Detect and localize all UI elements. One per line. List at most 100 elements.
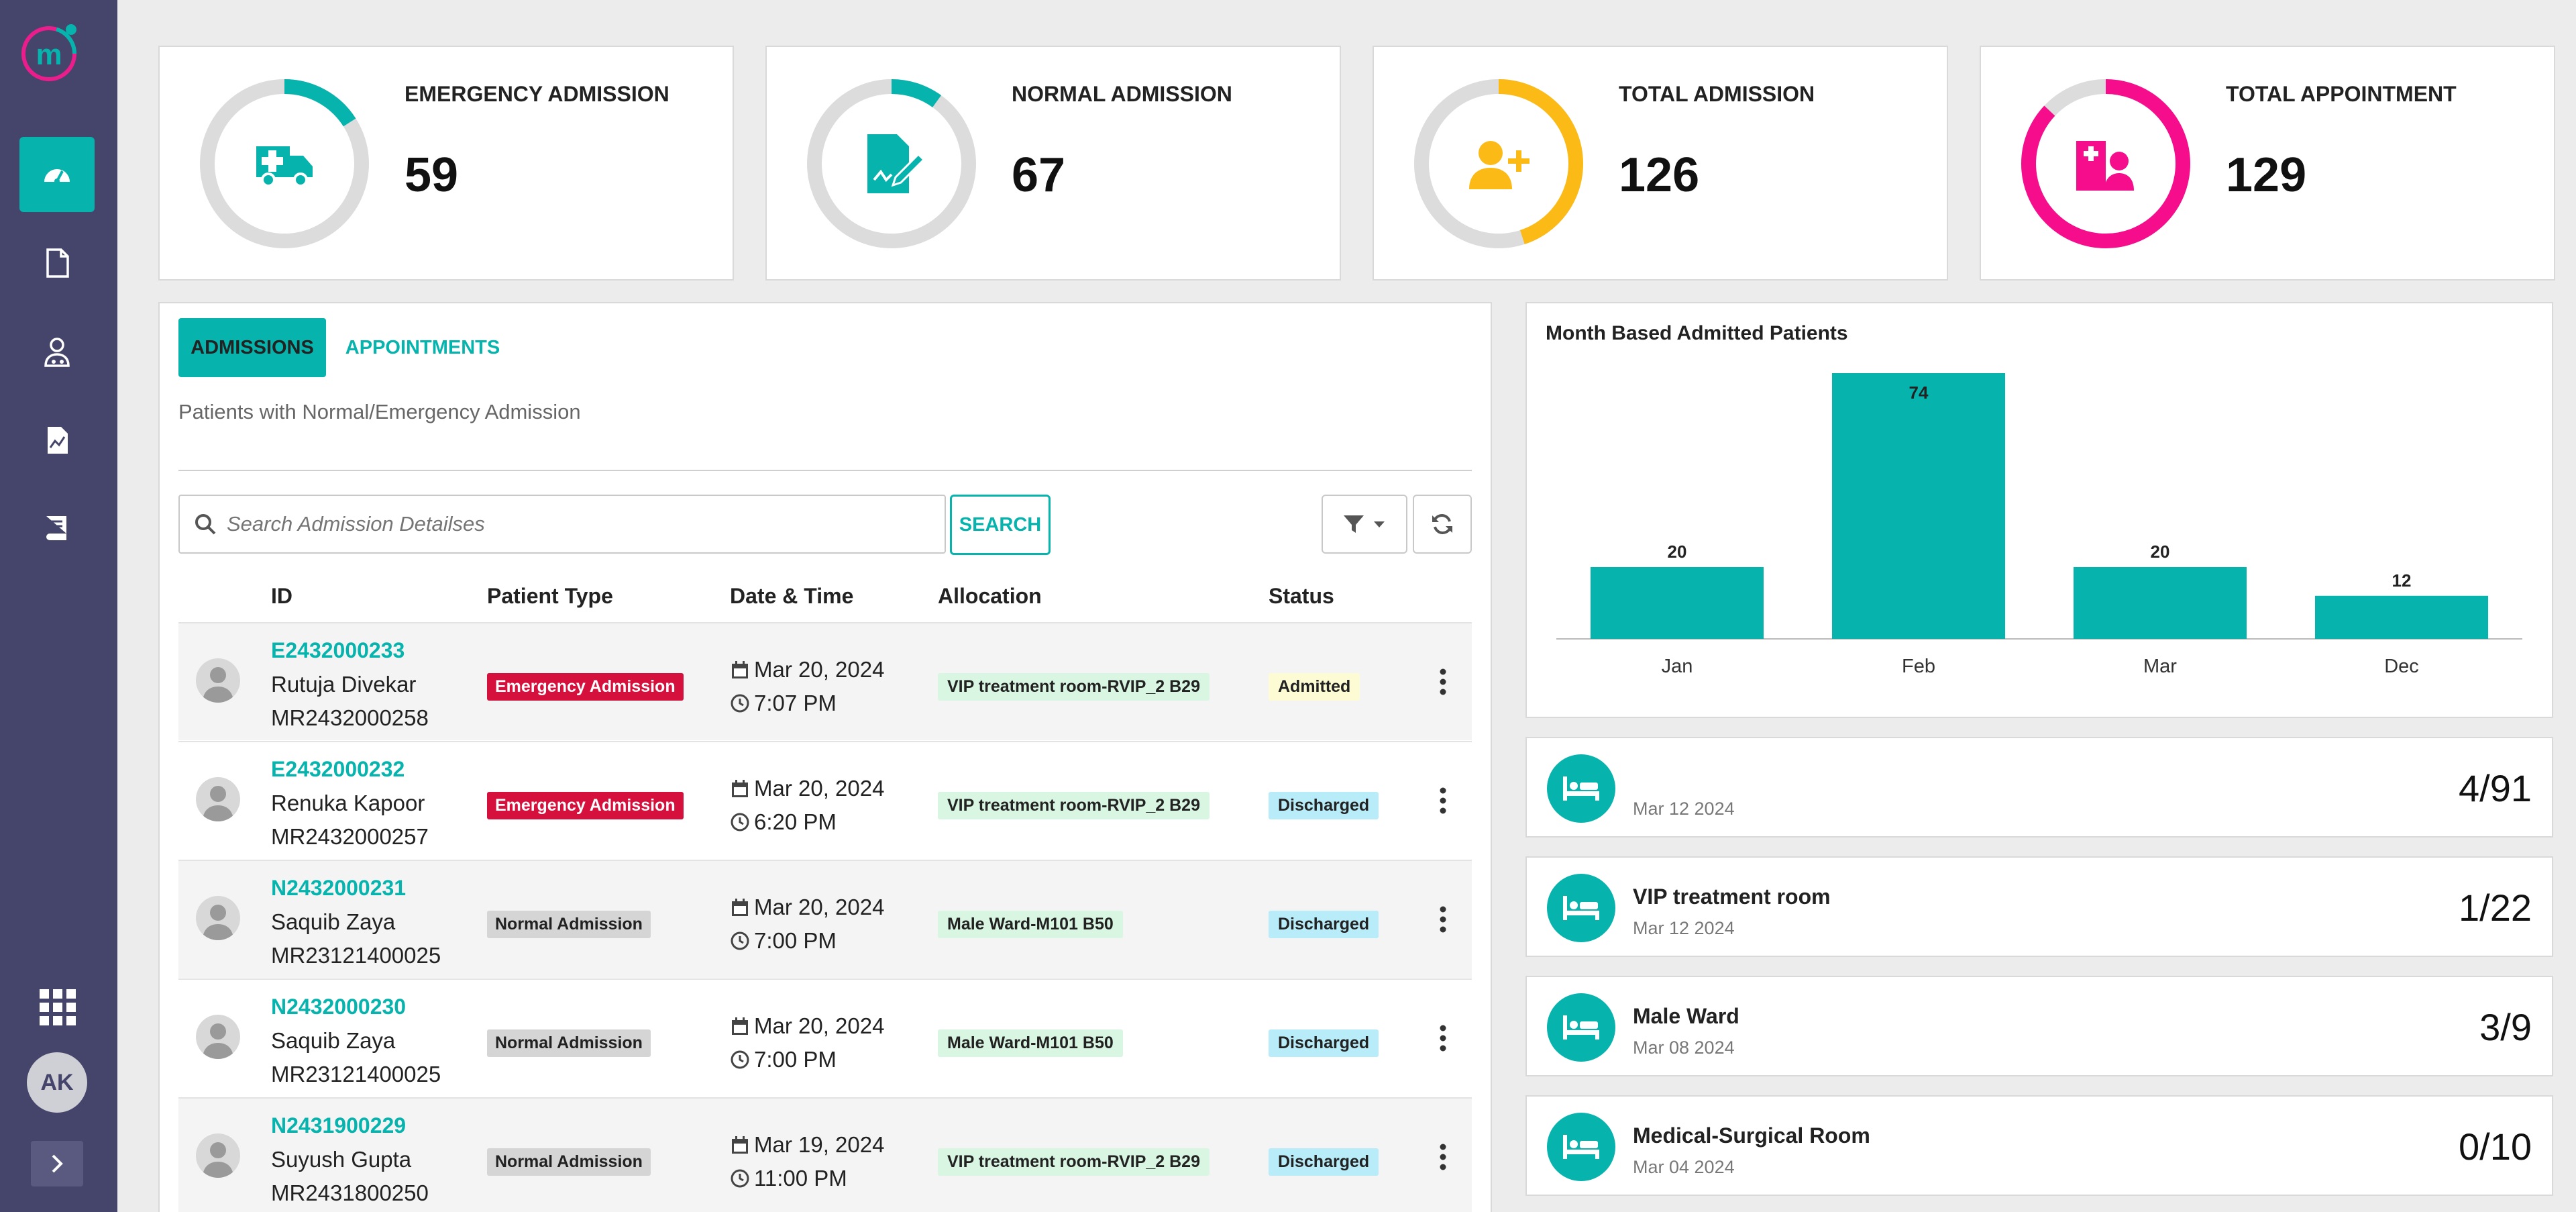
stat-label: TOTAL APPOINTMENT — [2226, 82, 2457, 106]
allocation-badge: VIP treatment room-RVIP_2 B29 — [938, 792, 1210, 819]
admission-id-link[interactable]: N2431900229 — [271, 1113, 407, 1138]
x-tick-label: Dec — [2384, 656, 2419, 677]
time-text: 7:07 PM — [754, 691, 837, 715]
search-box — [178, 495, 946, 554]
patient-avatar — [196, 1133, 240, 1178]
bar-feb[interactable] — [1832, 373, 2005, 639]
filter-button[interactable] — [1322, 495, 1407, 554]
mr-number: MR2431800250 — [271, 1180, 429, 1205]
date-time: Mar 20, 2024 6:20 PM — [730, 772, 884, 839]
ward-occupancy: 4/91 — [2459, 767, 2532, 809]
expand-sidebar-button[interactable] — [31, 1141, 83, 1186]
refresh-button[interactable] — [1413, 495, 1472, 554]
stat-value: 59 — [405, 148, 459, 202]
panel-subtitle: Patients with Normal/Emergency Admission — [178, 400, 581, 423]
more-options-icon[interactable] — [1433, 1021, 1453, 1055]
admission-id-link[interactable]: N2432000231 — [271, 876, 407, 900]
chart-panel — [1525, 302, 2553, 718]
date-text: Mar 20, 2024 — [754, 776, 885, 801]
clock-icon — [731, 813, 749, 831]
progress-ring — [2021, 79, 2190, 248]
date-text: Mar 20, 2024 — [754, 1013, 885, 1038]
nav-reports[interactable] — [19, 403, 95, 478]
nav-doctors[interactable] — [19, 314, 95, 389]
x-tick-label: Jan — [1662, 656, 1693, 677]
stat-value: 126 — [1619, 148, 1700, 202]
status-badge: Admitted — [1269, 673, 1360, 701]
user-avatar[interactable]: AK — [27, 1052, 87, 1113]
patient-type-badge: Normal Admission — [487, 1029, 651, 1057]
ward-date: Mar 12 2024 — [1633, 918, 1735, 938]
chart-title: Month Based Admitted Patients — [1546, 322, 1848, 344]
calendar-icon — [732, 899, 748, 916]
stat-label: TOTAL ADMISSION — [1619, 82, 1815, 106]
calendar-icon — [732, 780, 748, 797]
admission-id-link[interactable]: E2432000233 — [271, 638, 405, 662]
more-options-icon[interactable] — [1433, 665, 1453, 699]
bed-icon-circle — [1547, 993, 1615, 1062]
bed-icon — [1563, 1135, 1599, 1159]
patient-avatar — [196, 777, 240, 821]
table-row[interactable]: N2431900229 Suyush Gupta MR2431800250 No… — [178, 1097, 1472, 1212]
ward-occupancy: 1/22 — [2459, 887, 2532, 929]
admission-id-link[interactable]: N2432000230 — [271, 995, 407, 1019]
apps-grid-icon[interactable] — [38, 988, 77, 1027]
nav-book[interactable] — [19, 491, 95, 566]
date-time: Mar 19, 2024 11:00 PM — [730, 1128, 884, 1195]
data-label: 74 — [1909, 383, 1929, 403]
sidebar: m AK — [0, 0, 117, 1212]
bed-icon-circle — [1547, 1113, 1615, 1181]
patient-name: Renuka Kapoor — [271, 791, 425, 815]
more-options-icon[interactable] — [1433, 1140, 1453, 1174]
refresh-icon — [1432, 514, 1452, 534]
progress-ring — [200, 79, 369, 248]
filter-icon — [1344, 515, 1364, 533]
ward-date: Mar 12 2024 — [1633, 799, 1735, 819]
ward-card[interactable]: Male Ward Mar 08 2024 3/9 — [1525, 976, 2553, 1076]
tab-admissions[interactable]: ADMISSIONS — [178, 318, 326, 377]
ward-occupancy: 3/9 — [2479, 1006, 2532, 1048]
table-row[interactable]: E2432000232 Renuka Kapoor MR2432000257 E… — [178, 741, 1472, 859]
ward-card[interactable]: VIP treatment room Mar 12 2024 1/22 — [1525, 856, 2553, 957]
calendar-icon — [732, 1136, 748, 1154]
bar-dec[interactable] — [2315, 595, 2488, 639]
tab-appointments[interactable]: APPOINTMENTS — [345, 336, 500, 358]
nav-documents[interactable] — [19, 225, 95, 301]
caret-down-icon — [1374, 521, 1385, 527]
bed-icon — [1563, 776, 1599, 801]
table-row[interactable]: N2432000231 Saquib Zaya MR23121400025 No… — [178, 860, 1472, 978]
nav-dashboard[interactable] — [19, 137, 95, 212]
stat-card-normal: NORMAL ADMISSION 67 — [765, 46, 1341, 281]
clock-icon — [731, 1169, 749, 1188]
stat-value: 129 — [2226, 148, 2307, 202]
patient-type-badge: Emergency Admission — [487, 792, 684, 819]
ward-card[interactable]: Medical-Surgical Room Mar 04 2024 0/10 — [1525, 1095, 2553, 1196]
ward-name: VIP treatment room — [1633, 885, 1831, 909]
col-header-status: Status — [1269, 584, 1334, 608]
clock-icon — [731, 1050, 749, 1069]
app-logo[interactable]: m — [19, 20, 83, 85]
allocation-badge: Male Ward-M101 B50 — [938, 1029, 1123, 1057]
patient-type-badge: Normal Admission — [487, 911, 651, 938]
search-button[interactable]: SEARCH — [950, 495, 1051, 555]
table-row[interactable]: E2432000233 Rutuja Divekar MR2432000258 … — [178, 622, 1472, 740]
ward-occupancy: 0/10 — [2459, 1125, 2532, 1168]
bar-mar[interactable] — [2074, 566, 2247, 639]
allocation-badge: VIP treatment room-RVIP_2 B29 — [938, 673, 1210, 701]
admission-id-link[interactable]: E2432000232 — [271, 757, 405, 781]
patient-name: Suyush Gupta — [271, 1147, 412, 1172]
bed-icon — [1563, 896, 1599, 920]
bed-icon-circle — [1547, 754, 1615, 823]
ward-card[interactable]: Mar 12 2024 4/91 — [1525, 737, 2553, 838]
speedometer-icon — [44, 169, 70, 184]
table-row[interactable]: N2432000230 Saquib Zaya MR23121400025 No… — [178, 978, 1472, 1097]
more-options-icon[interactable] — [1433, 903, 1453, 936]
chevron-right-icon — [52, 1154, 63, 1173]
search-input[interactable] — [227, 512, 931, 536]
bar-jan[interactable] — [1591, 566, 1764, 639]
document-sign-icon — [867, 134, 925, 193]
ward-name: Male Ward — [1633, 1004, 1739, 1028]
time-text: 7:00 PM — [754, 928, 837, 953]
col-header-patient-type: Patient Type — [487, 584, 613, 608]
more-options-icon[interactable] — [1433, 784, 1453, 817]
